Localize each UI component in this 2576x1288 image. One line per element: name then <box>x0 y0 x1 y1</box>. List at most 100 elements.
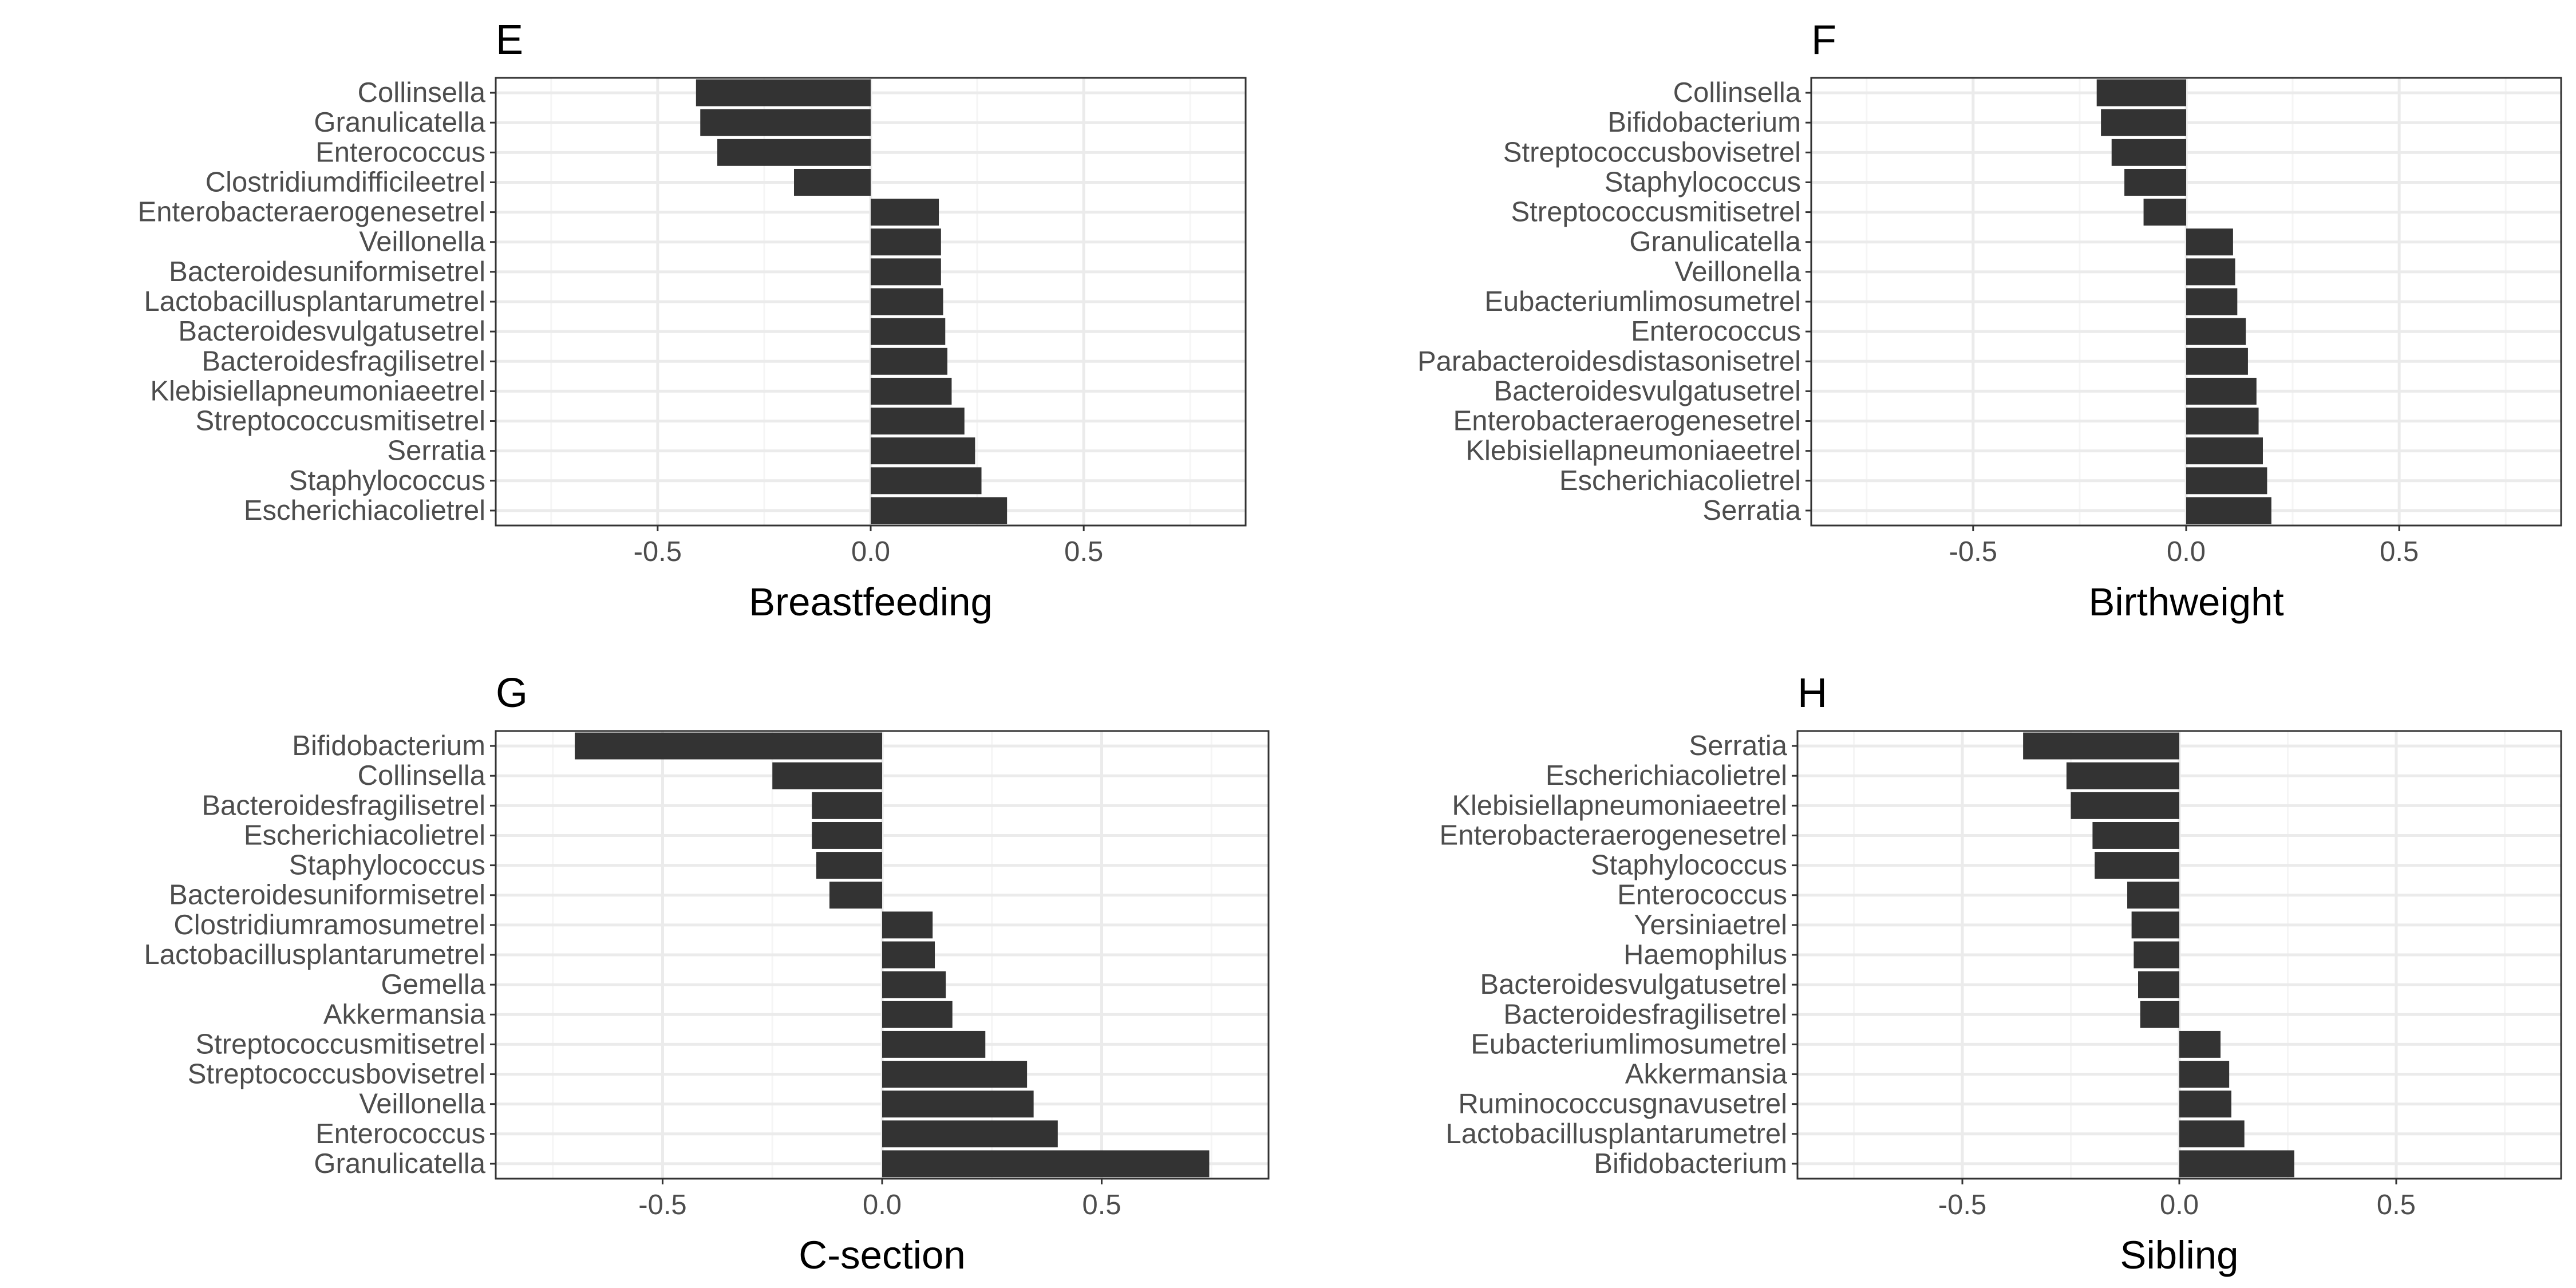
category-label: Staphylococcus <box>1591 850 1787 881</box>
category-label: Granulicatella <box>1629 227 1801 258</box>
category-label: Serratia <box>1702 495 1801 526</box>
x-axis-title: C-section <box>799 1233 965 1277</box>
category-label: Granulicatella <box>314 107 485 138</box>
bar-bifidobacterium <box>2101 109 2186 136</box>
bar-akkermansia <box>882 1001 953 1028</box>
bar-staphylococcus <box>816 852 882 879</box>
category-label: Enterococcus <box>315 137 485 168</box>
bar-serratia <box>2186 497 2271 524</box>
bar-bifidobacterium <box>575 732 882 760</box>
bar-ruminococcusgnavusetrel <box>2179 1091 2231 1118</box>
bar-veillonella <box>871 228 941 256</box>
bar-klebisiellapneumoniaeetrel <box>871 377 952 405</box>
category-label: Escherichiacolietrel <box>1546 760 1787 791</box>
bar-veillonella <box>2186 258 2235 286</box>
panel-g: BifidobacteriumCollinsellaBacteroidesfra… <box>144 670 1270 1277</box>
category-label: Bacteroidesvulgatusetrel <box>1480 969 1787 1000</box>
bar-collinsella <box>696 79 871 106</box>
bar-enterobacteraerogenesetrel <box>2186 408 2259 434</box>
category-label: Haemophilus <box>1623 939 1787 970</box>
category-label: Bacteroidesvulgatusetrel <box>178 316 485 347</box>
bar-streptococcusmitisetrel <box>882 1030 986 1058</box>
category-label: Enterococcus <box>315 1119 485 1149</box>
category-label: Clostridiumramosumetrel <box>173 910 485 941</box>
x-axis-title: Breastfeeding <box>749 580 993 624</box>
category-label: Klebisiellapneumoniaeetrel <box>150 376 485 406</box>
category-label: Escherichiacolietrel <box>244 820 485 851</box>
bar-eubacteriumlimosumetrel <box>2179 1030 2221 1058</box>
category-label: Bacteroidesfragilisetrel <box>202 346 485 377</box>
bar-streptococcusbovisetrel <box>2111 139 2186 166</box>
category-label: Serratia <box>1689 730 1787 761</box>
x-tick-label: 0.5 <box>1064 536 1103 567</box>
category-label: Bacteroidesuniformisetrel <box>169 880 485 911</box>
category-label: Veillonella <box>359 1089 485 1120</box>
bar-bacteroidesfragilisetrel <box>871 347 947 375</box>
bar-granulicatella <box>882 1150 1210 1178</box>
panel-h: SerratiaEscherichiacolietrelKlebisiellap… <box>1440 670 2562 1277</box>
bar-enterobacteraerogenesetrel <box>871 199 939 226</box>
category-label: Eubacteriumlimosumetrel <box>1484 286 1801 317</box>
category-label: Enterobacteraerogenesetrel <box>1453 406 1801 437</box>
category-label: Veillonella <box>1674 256 1801 287</box>
category-label: Streptococcusbovisetrel <box>188 1059 485 1090</box>
bar-klebisiellapneumoniaeetrel <box>2071 792 2179 819</box>
category-label: Bacteroidesuniformisetrel <box>169 256 485 287</box>
category-label: Bifidobacterium <box>1594 1148 1787 1179</box>
category-label: Granulicatella <box>314 1148 485 1179</box>
bar-enterococcus <box>717 139 871 166</box>
category-label: Bifidobacterium <box>292 730 485 761</box>
bar-clostridiumramosumetrel <box>882 911 933 939</box>
category-label: Lactobacillusplantarumetrel <box>144 939 486 970</box>
category-label: Streptococcusmitisetrel <box>1511 197 1801 228</box>
category-label: Bacteroidesfragilisetrel <box>1503 999 1787 1030</box>
bar-escherichiacolietrel <box>812 822 882 849</box>
category-label: Serratia <box>387 436 485 467</box>
category-label: Veillonella <box>359 227 485 258</box>
category-label: Escherichiacolietrel <box>1559 465 1801 496</box>
bar-bifidobacterium <box>2179 1150 2294 1178</box>
x-tick-label: 0.0 <box>2160 1190 2199 1220</box>
bar-yersiniaetrel <box>2131 911 2179 939</box>
category-label: Collinsella <box>1673 77 1801 108</box>
panel-e: CollinsellaGranulicatellaEnterococcusClo… <box>138 17 1247 624</box>
category-label: Bacteroidesvulgatusetrel <box>1494 376 1801 406</box>
category-label: Akkermansia <box>1625 1059 1788 1090</box>
category-label: Enterococcus <box>1631 316 1801 347</box>
category-label: Streptococcusmitisetrel <box>195 406 485 437</box>
category-label: Eubacteriumlimosumetrel <box>1471 1029 1787 1060</box>
x-tick-label: 0.0 <box>863 1190 902 1220</box>
bar-bacteroidesuniformisetrel <box>871 258 941 286</box>
x-tick-label: 0.5 <box>2377 1190 2416 1220</box>
bar-bacteroidesfragilisetrel <box>2140 1001 2179 1028</box>
panel-letter: G <box>496 670 528 716</box>
bar-bacteroidesuniformisetrel <box>829 882 882 909</box>
x-tick-label: 0.0 <box>2167 536 2206 567</box>
panel-letter: H <box>1797 670 1827 716</box>
category-label: Akkermansia <box>323 999 486 1030</box>
bar-streptococcusmitisetrel <box>2143 199 2186 226</box>
bar-lactobacillusplantarumetrel <box>871 288 943 315</box>
bar-streptococcusmitisetrel <box>871 408 965 434</box>
category-label: Lactobacillusplantarumetrel <box>144 286 486 317</box>
category-label: Klebisiellapneumoniaeetrel <box>1452 790 1787 821</box>
x-tick-label: -0.5 <box>1938 1190 1986 1220</box>
bar-gemella <box>882 971 946 998</box>
category-label: Enterobacteraerogenesetrel <box>138 197 485 228</box>
category-label: Yersiniaetrel <box>1634 910 1787 941</box>
bar-staphylococcus <box>871 467 982 495</box>
category-label: Staphylococcus <box>1605 167 1801 197</box>
x-tick-label: -0.5 <box>1949 536 1997 567</box>
category-label: Lactobacillusplantarumetrel <box>1446 1119 1788 1149</box>
bar-bacteroidesvulgatusetrel <box>2186 377 2257 405</box>
category-label: Streptococcusmitisetrel <box>195 1029 485 1060</box>
x-axis-title: Birthweight <box>2088 580 2283 624</box>
bar-bacteroidesvulgatusetrel <box>2138 971 2179 998</box>
category-label: Clostridiumdifficileetrel <box>206 167 485 197</box>
x-tick-label: 0.5 <box>1082 1190 1121 1220</box>
bar-akkermansia <box>2179 1061 2230 1088</box>
bar-collinsella <box>772 762 882 789</box>
bar-escherichiacolietrel <box>2066 762 2179 789</box>
bar-lactobacillusplantarumetrel <box>882 941 935 969</box>
panel-letter: F <box>1811 17 1836 63</box>
